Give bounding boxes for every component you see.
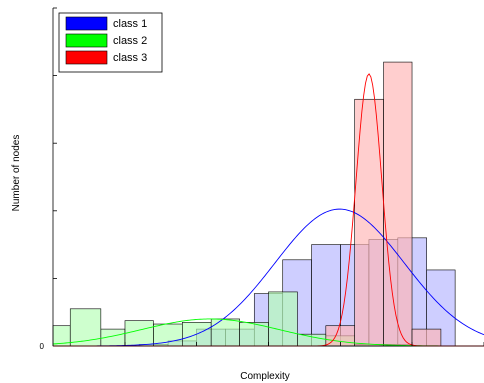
- legend: class 1 class 2 class 3: [58, 12, 163, 73]
- y-axis-label: Number of nodes: [11, 135, 22, 212]
- class-1-legend-swatch: [65, 16, 108, 31]
- class-3-legend-label: class 3: [113, 52, 147, 64]
- class-2-legend-swatch: [65, 33, 108, 48]
- class-2-bar-10: [297, 333, 327, 347]
- class-2-bar-7: [210, 318, 240, 347]
- class-3-bar-4: [411, 328, 442, 347]
- axes: 0: [40, 7, 484, 351]
- plot-area: [52, 61, 484, 347]
- class-2-bar-5: [153, 323, 183, 347]
- class-2-bar-4: [124, 320, 154, 347]
- class-3-legend-swatch: [65, 50, 108, 65]
- class-2-legend-label: class 2: [113, 35, 147, 47]
- x-axis-label: Complexity: [240, 371, 289, 382]
- class-1-legend-label: class 1: [113, 18, 147, 30]
- y-tick-label-0: 0: [40, 342, 45, 351]
- class-3-bar-3: [383, 61, 413, 347]
- class-2-bar-9: [268, 291, 298, 347]
